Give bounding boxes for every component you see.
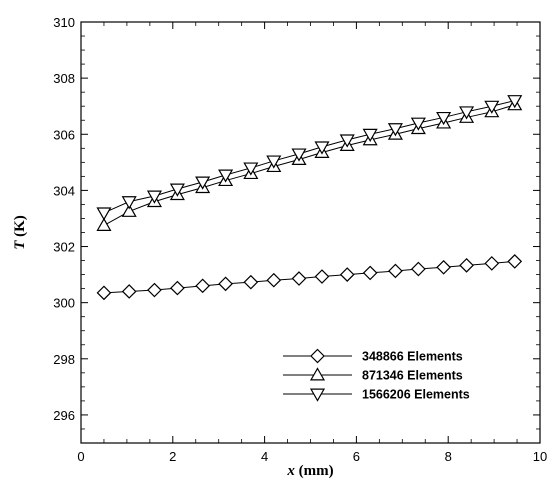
data-point	[484, 100, 500, 114]
y-tick-label: 296	[53, 408, 75, 423]
data-point	[484, 256, 500, 271]
data-point	[169, 183, 185, 197]
data-point	[436, 259, 451, 275]
data-point	[96, 285, 112, 301]
data-point	[243, 162, 259, 176]
data-point	[339, 134, 355, 148]
data-point	[314, 269, 330, 284]
legend-label: 1566206 Elements	[362, 388, 470, 402]
x-tick-label: 0	[77, 449, 84, 464]
y-tick-label: 310	[53, 15, 75, 30]
data-point	[195, 176, 211, 190]
series-3	[96, 95, 523, 221]
x-tick-label: 8	[445, 449, 452, 464]
data-point	[387, 123, 403, 137]
data-point	[459, 106, 475, 120]
y-tick-label: 298	[53, 352, 75, 367]
data-point	[410, 117, 426, 131]
series-layer	[96, 95, 523, 301]
x-axis-symbol: x	[286, 463, 295, 479]
data-point	[195, 278, 210, 294]
y-tick-label: 304	[53, 183, 75, 198]
y-tick-label: 306	[53, 127, 75, 142]
x-axis-unit: (mm)	[295, 463, 334, 479]
series-1	[96, 254, 523, 301]
data-point	[218, 276, 233, 292]
x-axis-title: x (mm)	[286, 463, 333, 479]
data-point	[146, 190, 162, 204]
data-point	[147, 282, 162, 298]
x-tick-label: 10	[533, 449, 547, 464]
legend: 348866 Elements 871346 Elements 1566206 El…	[283, 348, 470, 402]
x-tick-label: 4	[261, 449, 268, 464]
data-point	[314, 141, 330, 155]
data-point	[121, 203, 137, 217]
legend-marker	[310, 348, 325, 364]
data-point	[121, 284, 137, 299]
data-point	[170, 280, 185, 296]
series-line	[103, 104, 515, 226]
series-2	[96, 97, 523, 231]
legend-entry: 871346 Elements	[283, 367, 463, 383]
data-point	[507, 254, 523, 269]
y-axis-title: T (K)	[12, 215, 28, 250]
data-point	[96, 217, 112, 231]
data-point	[362, 128, 378, 142]
x-tick-label: 2	[169, 449, 176, 464]
ticks-layer: 0 2 4 6 8 10 296 298 300 302 304 306 308 310	[53, 15, 547, 464]
data-point	[121, 196, 137, 210]
data-point	[266, 155, 282, 169]
data-point	[266, 272, 282, 288]
data-point	[459, 257, 474, 273]
legend-marker	[309, 388, 326, 402]
y-tick-label: 300	[53, 296, 75, 311]
y-axis-symbol: T	[12, 240, 28, 250]
legend-label: 871346 Elements	[362, 369, 463, 383]
legend-entry: 1566206 Elements	[283, 388, 470, 402]
data-point	[436, 111, 452, 126]
data-point	[388, 263, 403, 279]
data-point	[411, 261, 426, 277]
series-line	[103, 260, 515, 294]
data-point	[291, 148, 307, 162]
data-point	[218, 169, 234, 183]
legend-label: 348866 Elements	[362, 350, 463, 364]
data-point	[507, 95, 523, 109]
data-point	[339, 267, 355, 282]
x-tick-label: 6	[353, 449, 360, 464]
legend-marker	[309, 367, 326, 381]
data-point	[362, 265, 378, 281]
data-point	[243, 274, 259, 290]
y-tick-label: 308	[53, 71, 75, 86]
data-point	[96, 207, 112, 221]
legend-entry: 348866 Elements	[283, 348, 463, 364]
data-point	[291, 271, 307, 286]
y-tick-label: 302	[53, 240, 75, 255]
y-axis-unit: (K)	[12, 215, 28, 240]
